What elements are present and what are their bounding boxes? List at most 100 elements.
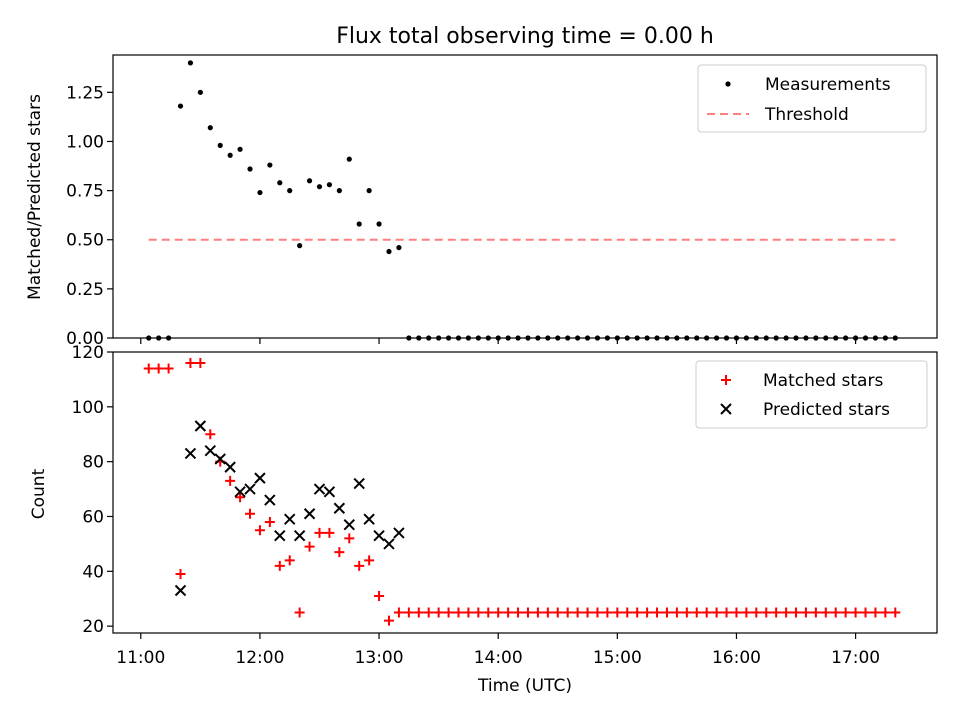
predicted-star-point [174,584,187,597]
predicted-star-point [244,483,256,495]
matched-star-point [163,363,174,374]
measurement-point [306,178,313,184]
matched-star-point [870,607,881,618]
bottom-y-tick-label: 20 [82,617,104,637]
matched-star-point [800,607,811,618]
measurement-point [297,243,303,249]
legend-matched-label: Matched stars [763,371,883,391]
legend-matched-marker [721,375,731,385]
matched-star-point [880,607,891,618]
measurement-point [227,152,233,158]
predicted-star-point [333,502,346,514]
matched-star-point [592,607,603,618]
bottom-y-tick-label: 80 [82,453,104,473]
measurement-point [247,166,253,172]
predicted-star-point [204,444,216,457]
bottom-y-tick-label: 100 [72,398,104,418]
matched-star-point [850,607,861,618]
legend-predicted-marker [720,403,732,415]
predicted-star-point [303,508,316,520]
matched-star-point [781,607,792,618]
measurement-point [386,248,392,255]
matched-star-point [383,615,394,626]
matched-star-point [254,525,265,536]
matched-star-point [751,607,762,618]
measurement-point [267,162,273,168]
matched-star-point [661,607,672,618]
measurement-point [287,188,293,194]
matched-star-point [294,607,305,618]
matched-star-point [245,508,256,519]
matched-star-point [761,607,772,618]
legend-measurements-label: Measurements [765,75,891,95]
matched-star-point [314,527,325,538]
matched-star-point [830,607,841,618]
matched-star-point [225,475,236,486]
matched-star-point [503,607,514,618]
predicted-star-point [313,483,326,495]
bottom-y-tick-label: 40 [82,562,104,582]
bottom-legend-box [695,360,928,429]
bottom-series-layer [143,357,901,626]
matched-star-point [284,555,295,566]
measurement-point [356,221,362,227]
predicted-star-point [184,447,197,460]
measurement-point [336,188,342,194]
top-y-tick-label: 0.50 [66,231,104,251]
matched-star-point [820,607,831,618]
bottom-legend: Matched stars Predicted stars [695,360,928,429]
measurement-point [316,184,323,190]
matched-star-point [711,607,722,618]
x-tick-label: 17:00 [831,648,880,668]
matched-star-point [403,607,414,618]
matched-star-point [771,607,782,618]
matched-star-point [493,607,504,618]
matched-star-point [741,607,752,618]
predicted-star-point [383,538,395,550]
bottom-x-axis: 11:00 12:00 13:00 14:00 15:00 16:00 17:00 [116,633,880,668]
predicted-star-point [323,486,336,498]
matched-star-point [731,607,742,618]
predicted-star-point [373,529,385,542]
measurement-point [277,180,283,186]
measurement-point [257,189,263,196]
predicted-star-point [254,472,266,484]
matched-star-point [423,607,434,618]
bottom-panel: Count Time (UTC) 20 40 60 80 100 120 11:00 12:… [29,343,938,696]
predicted-star-point [274,529,286,542]
measurement-point [177,103,184,109]
top-plot-frame [112,54,938,339]
matched-star-point [364,555,375,566]
bottom-y-axis: 20 40 60 80 100 120 [72,343,113,637]
top-legend-box [697,64,927,133]
legend-threshold-label: Threshold [764,105,849,125]
matched-star-point [840,607,851,618]
top-y-tick-label: 0.00 [66,329,104,349]
matched-star-point [652,607,663,618]
matched-star-point [334,547,345,558]
matched-star-point [612,607,623,618]
top-y-tick-label: 1.00 [66,132,104,152]
measurement-point [187,60,194,66]
bottom-plot-frame [112,351,938,634]
matched-star-point [572,607,583,618]
top-panel: Flux total observing time = 0.00 h Match… [25,24,938,349]
predicted-star-point [194,420,207,432]
matched-star-point [582,607,593,618]
matched-star-point [791,607,802,618]
matched-star-point [622,607,633,618]
matched-star-point [344,533,355,544]
predicted-star-point [393,527,405,539]
matched-star-point [632,607,643,618]
bottom-y-tick-label: 120 [72,343,104,363]
predicted-star-point [343,519,355,531]
matched-star-point [195,357,206,368]
measurement-point [207,125,213,131]
matched-star-point [721,607,732,618]
predicted-star-point [284,513,296,525]
bottom-y-axis-label: Count [29,468,49,519]
matched-star-point [453,607,464,618]
predicted-star-point [363,513,375,525]
predicted-star-point [214,453,226,465]
